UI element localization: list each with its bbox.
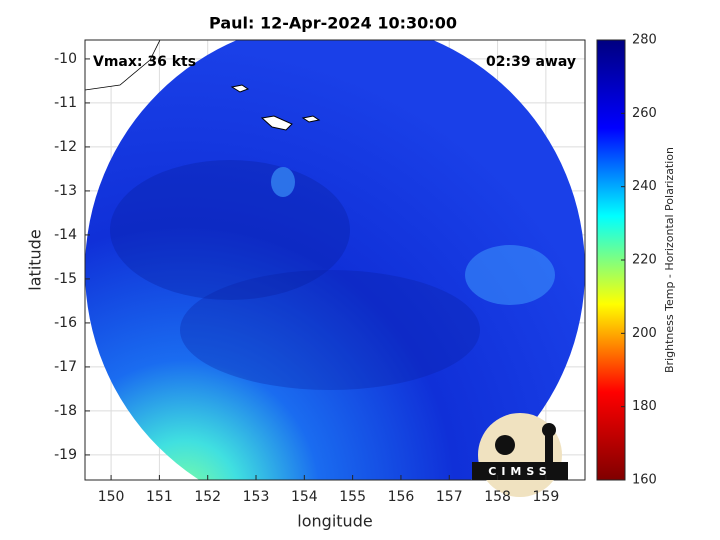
x-tick-label: 159 [533,489,560,505]
y-tick-label: -18 [54,403,77,419]
y-tick-label: -13 [54,183,77,199]
x-tick-label: 152 [194,489,221,505]
satellite-image [85,40,585,480]
x-tick-label: 150 [98,489,125,505]
y-tick-label: -19 [54,447,77,463]
plot-area: CIMSS [84,39,586,497]
annotation: 02:39 away [486,54,576,70]
x-tick-label: 154 [291,489,318,505]
y-tick-label: -15 [54,271,77,287]
logo-text: CIMSS [488,465,551,478]
x-tick-label: 158 [484,489,511,505]
y-tick-label: -16 [54,315,77,331]
x-tick-label: 153 [243,489,270,505]
colorbar-tick-label: 260 [632,106,657,121]
colorbar-tick-label: 280 [632,33,657,48]
colorbar-tick-label: 160 [632,473,657,488]
x-tick-label: 155 [339,489,366,505]
x-tick-label: 156 [388,489,415,505]
colorbar-label: Brightness Temp - Horizontal Polarizatio… [663,147,676,373]
axes-frame [84,39,586,481]
logo: CIMSS [472,413,568,497]
colorbar [596,39,626,481]
colorbar-tick-label: 220 [632,253,657,268]
y-tick-label: -14 [54,227,77,243]
annotation: Vmax: 36 kts [93,54,196,70]
y-axis-label: latitude [26,229,45,290]
colorbar-tick-label: 240 [632,179,657,194]
x-tick-label: 151 [146,489,173,505]
x-tick-label: 157 [436,489,463,505]
colorbar-tick-label: 180 [632,399,657,414]
x-axis-label: longitude [297,512,372,531]
colorbar-tick-label: 200 [632,326,657,341]
y-tick-label: -11 [54,95,77,111]
y-tick-label: -12 [54,139,77,155]
y-tick-label: -17 [54,359,77,375]
y-tick-label: -10 [54,51,77,67]
chart-title: Paul: 12-Apr-2024 10:30:00 [209,14,457,33]
